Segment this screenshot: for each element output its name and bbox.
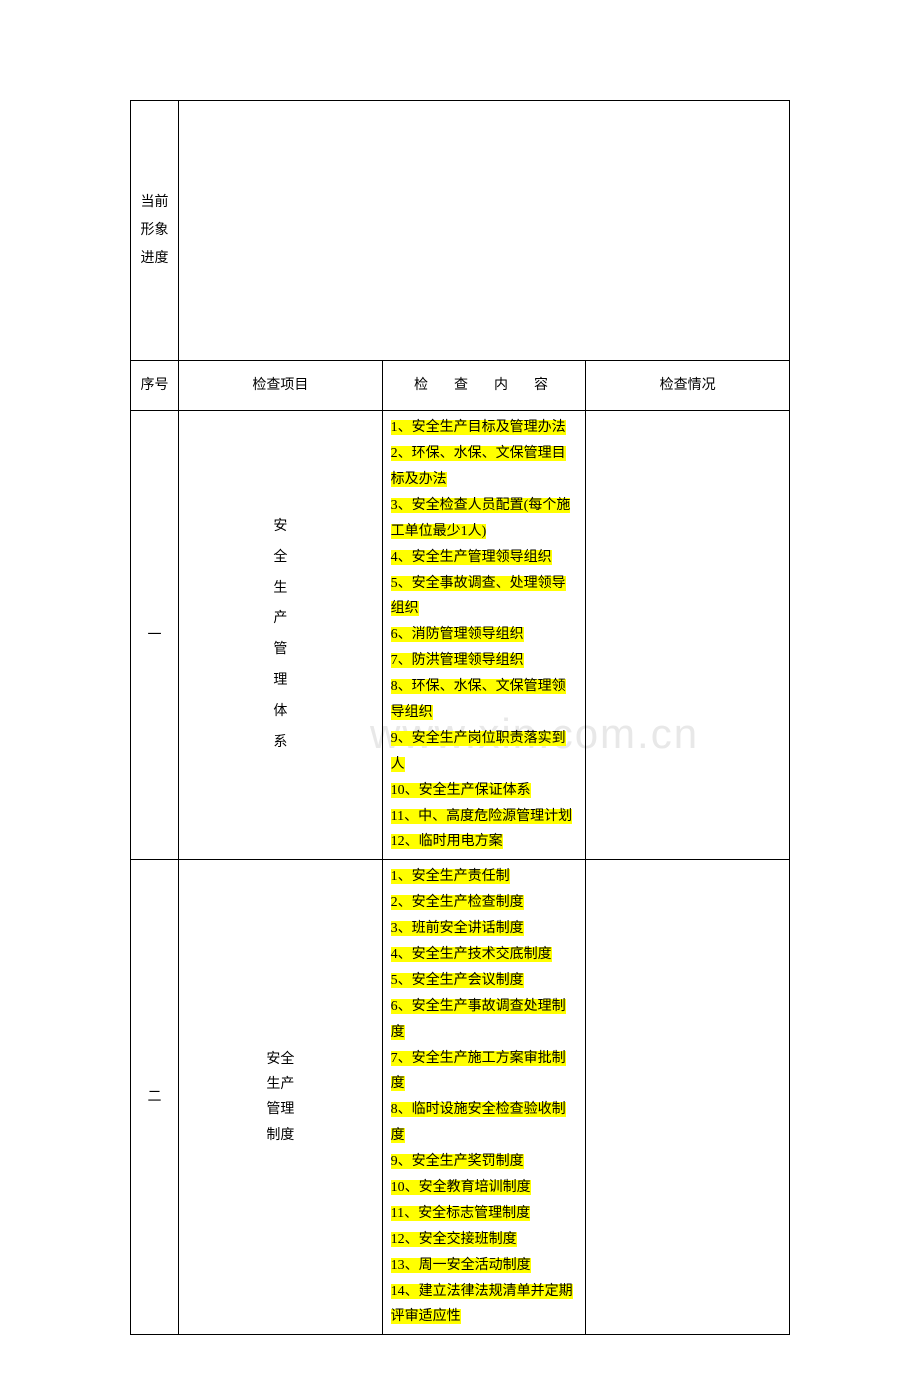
content-line: 6、安全生产事故调查处理制度 (391, 994, 578, 1046)
row-item: 安全生产管理制度 (179, 860, 383, 1335)
highlighted-text: 4、安全生产管理领导组织 (391, 550, 552, 565)
content-line: 8、临时设施安全检查验收制度 (391, 1097, 578, 1149)
row-seq: 二 (131, 860, 179, 1335)
content-line: 11、安全标志管理制度 (391, 1201, 578, 1227)
content-line: 5、安全生产会议制度 (391, 968, 578, 994)
highlighted-text: 10、安全教育培训制度 (391, 1180, 531, 1195)
content-line: 5、安全事故调查、处理领导组织 (391, 571, 578, 623)
content-line: 9、安全生产岗位职责落实到人 (391, 726, 578, 778)
content-line: 9、安全生产奖罚制度 (391, 1149, 578, 1175)
highlighted-text: 1、安全生产目标及管理办法 (391, 420, 566, 435)
highlighted-text: 5、安全事故调查、处理领导组织 (391, 576, 566, 617)
content-line: 1、安全生产目标及管理办法 (391, 415, 578, 441)
row-status (586, 860, 790, 1335)
highlighted-text: 9、安全生产岗位职责落实到人 (391, 731, 566, 772)
row-content: 1、安全生产目标及管理办法 2、环保、水保、文保管理目标及办法 3、安全检查人员配置… (382, 411, 586, 860)
row-item-label: 安全生产管理制度 (266, 1047, 294, 1148)
inspection-table: 当前形象进度 序号 检查项目 检 查 内 容 检查情况 一 安全生产管理体系 1、安… (130, 100, 790, 1335)
content-line: 14、建立法律法规清单并定期评审适应性 (391, 1279, 578, 1331)
highlighted-text: 3、班前安全讲话制度 (391, 921, 524, 936)
highlighted-text: 6、安全生产事故调查处理制度 (391, 999, 566, 1040)
content-line: 3、班前安全讲话制度 (391, 916, 578, 942)
highlighted-text: 9、安全生产奖罚制度 (391, 1154, 524, 1169)
content-line: 13、周一安全活动制度 (391, 1253, 578, 1279)
row-content: 1、安全生产责任制 2、安全生产检查制度 3、班前安全讲话制度 4、安全生产技术交底制… (382, 860, 586, 1335)
highlighted-text: 2、环保、水保、文保管理目标及办法 (391, 446, 566, 487)
content-line: 12、临时用电方案 (391, 829, 578, 855)
content-line: 7、防洪管理领导组织 (391, 648, 578, 674)
highlighted-text: 7、安全生产施工方案审批制度 (391, 1051, 566, 1092)
header-row: 序号 检查项目 检 查 内 容 检查情况 (131, 361, 790, 411)
highlighted-text: 8、环保、水保、文保管理领导组织 (391, 679, 566, 720)
highlighted-text: 4、安全生产技术交底制度 (391, 947, 552, 962)
content-line: 12、安全交接班制度 (391, 1227, 578, 1253)
highlighted-text: 13、周一安全活动制度 (391, 1258, 531, 1273)
row-status (586, 411, 790, 860)
progress-label: 当前形象进度 (141, 195, 169, 266)
progress-content-cell (179, 101, 790, 361)
content-line: 2、环保、水保、文保管理目标及办法 (391, 441, 578, 493)
highlighted-text: 12、临时用电方案 (391, 834, 503, 849)
row-seq: 一 (131, 411, 179, 860)
highlighted-text: 10、安全生产保证体系 (391, 783, 531, 798)
content-line: 6、消防管理领导组织 (391, 622, 578, 648)
content-line: 2、安全生产检查制度 (391, 890, 578, 916)
row-item: 安全生产管理体系 (179, 411, 383, 860)
table-row: 一 安全生产管理体系 1、安全生产目标及管理办法 2、环保、水保、文保管理目标及办法 3… (131, 411, 790, 860)
highlighted-text: 14、建立法律法规清单并定期评审适应性 (391, 1284, 573, 1325)
highlighted-text: 3、安全检查人员配置(每个施工单位最少1人) (391, 498, 571, 539)
highlighted-text: 7、防洪管理领导组织 (391, 653, 524, 668)
content-line: 8、环保、水保、文保管理领导组织 (391, 674, 578, 726)
progress-row: 当前形象进度 (131, 101, 790, 361)
content-line: 11、中、高度危险源管理计划 (391, 804, 578, 830)
table-row: 二 安全生产管理制度 1、安全生产责任制 2、安全生产检查制度 3、班前安全讲话制度 4、… (131, 860, 790, 1335)
content-line: 1、安全生产责任制 (391, 864, 578, 890)
content-line: 10、安全生产保证体系 (391, 778, 578, 804)
content-line: 3、安全检查人员配置(每个施工单位最少1人) (391, 493, 578, 545)
highlighted-text: 6、消防管理领导组织 (391, 627, 524, 642)
header-content: 检 查 内 容 (382, 361, 586, 411)
header-status: 检查情况 (586, 361, 790, 411)
header-seq: 序号 (131, 361, 179, 411)
highlighted-text: 11、安全标志管理制度 (391, 1206, 530, 1221)
progress-label-cell: 当前形象进度 (131, 101, 179, 361)
header-item: 检查项目 (179, 361, 383, 411)
highlighted-text: 2、安全生产检查制度 (391, 895, 524, 910)
highlighted-text: 1、安全生产责任制 (391, 869, 510, 884)
highlighted-text: 8、临时设施安全检查验收制度 (391, 1102, 566, 1143)
content-line: 4、安全生产技术交底制度 (391, 942, 578, 968)
content-line: 7、安全生产施工方案审批制度 (391, 1046, 578, 1098)
highlighted-text: 11、中、高度危险源管理计划 (391, 809, 572, 824)
content-line: 10、安全教育培训制度 (391, 1175, 578, 1201)
content-line: 4、安全生产管理领导组织 (391, 545, 578, 571)
table-wrapper: www.xin.com.cn 当前形象进度 序号 检查项目 检 查 内 容 检查… (130, 100, 790, 1335)
row-item-label: 安全生产管理体系 (273, 512, 287, 758)
highlighted-text: 5、安全生产会议制度 (391, 973, 524, 988)
highlighted-text: 12、安全交接班制度 (391, 1232, 517, 1247)
